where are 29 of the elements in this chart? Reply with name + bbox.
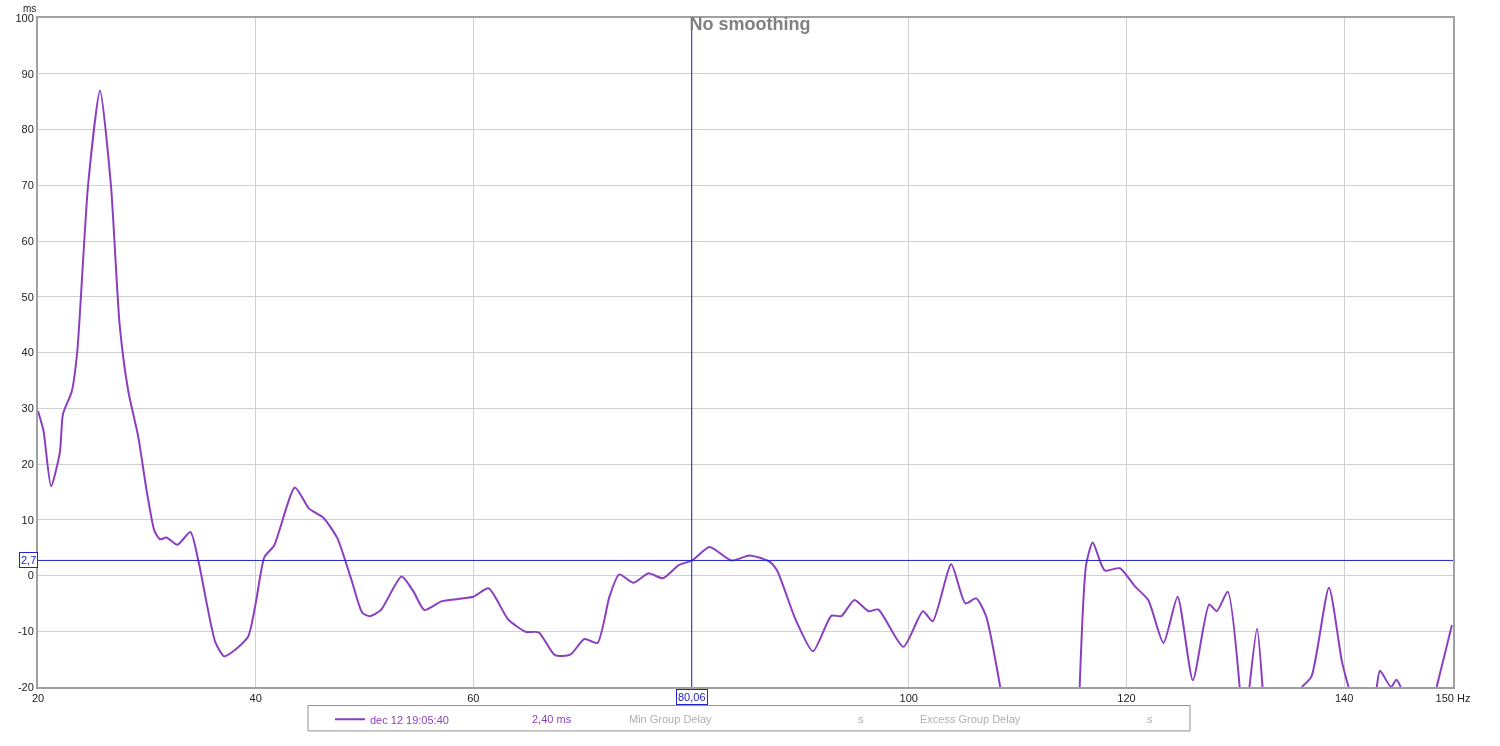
y-axis-title: ms <box>23 3 37 14</box>
ref-line-label: 2,7 <box>21 554 37 566</box>
x-tick-label: 120 <box>1117 692 1136 705</box>
y-tick-label: 50 <box>21 290 34 303</box>
x-tick-label: 60 <box>467 692 480 705</box>
y-tick-label: 10 <box>21 513 34 526</box>
y-tick-label: 60 <box>21 234 34 247</box>
text: Min Group Delay <box>629 713 713 725</box>
y-tick-label: 40 <box>21 346 34 359</box>
y-tick-label: -10 <box>17 625 34 638</box>
y-tick-label: 80 <box>21 123 34 136</box>
text: 2,40 ms <box>532 713 572 725</box>
legend-label: dec 12 19:05:40 <box>370 713 449 726</box>
y-tick-label: -20 <box>17 680 34 693</box>
x-tick-label: 100 <box>899 692 918 705</box>
x-tick-label: 150 Hz <box>1435 692 1471 705</box>
text: s <box>858 713 864 725</box>
y-tick-label: 30 <box>21 402 34 415</box>
y-tick-label: 0 <box>27 569 34 582</box>
text: Excess Group Delay <box>920 713 1021 725</box>
x-tick-label: 140 <box>1334 692 1354 705</box>
y-tick-label: 100 <box>15 11 34 24</box>
y-tick-label: 90 <box>21 67 34 80</box>
ref-line-label: 80,06 <box>678 691 706 703</box>
x-tick-label: 20 <box>31 692 45 705</box>
y-tick-label: 20 <box>21 457 34 470</box>
x-tick-label: 40 <box>249 692 262 705</box>
y-tick-label: 70 <box>21 179 34 192</box>
text: s <box>1147 713 1153 725</box>
